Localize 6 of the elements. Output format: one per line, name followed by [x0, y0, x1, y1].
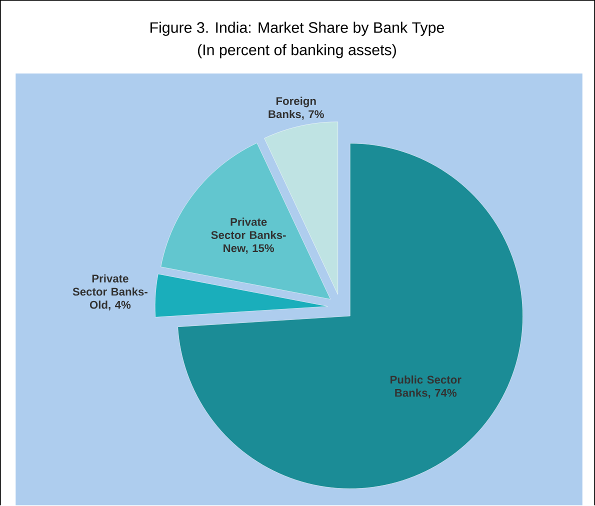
slice-label: Public Sector Banks, 74%: [390, 376, 462, 399]
slice-label: Foreign Banks, 7%: [268, 96, 324, 120]
slice-label: Private Sector Banks-Old, 4%: [72, 274, 148, 311]
slice-label: Private Sector Banks-New, 15%: [211, 218, 286, 254]
chart-title: Figure 3. India: Market Share by Bank Type: [150, 22, 444, 36]
chart-subtitle: (In percent of banking assets): [198, 44, 396, 58]
